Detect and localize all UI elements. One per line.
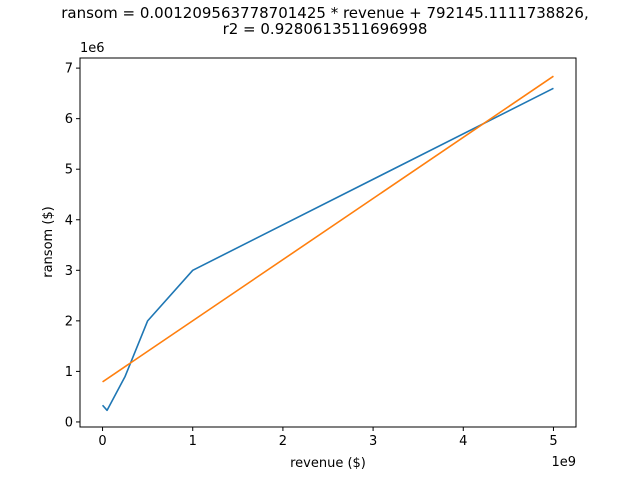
y-tick-label: 5 [65,163,73,178]
y-tick-label: 6 [65,112,73,127]
x-tick-label: 0 [98,434,106,449]
y-tick-label: 2 [65,314,73,329]
y-tick-label: 0 [65,415,73,430]
axes-frame [79,57,577,428]
x-tick-label: 3 [369,434,377,449]
y-tick-label: 4 [65,213,73,228]
chart-title-line-1: ransom = 0.001209563778701425 * revenue … [61,4,588,22]
x-axis-offset-label: 1e9 [551,455,576,470]
y-tick-label: 1 [65,365,73,380]
chart-title-line-2: r2 = 0.9280613511696998 [223,20,428,38]
x-tick-label: 2 [279,434,287,449]
x-axis-ticks: 0 1 2 3 4 5 [98,427,558,449]
plot-area: 0 1 2 3 4 5 0 1 2 3 4 5 6 7 [65,57,577,449]
x-tick-label: 1 [189,434,197,449]
series-layer [101,75,554,412]
y-axis-ticks: 0 1 2 3 4 5 6 7 [65,62,80,430]
x-tick-label: 5 [549,434,557,449]
y-axis-offset-label: 1e6 [80,41,105,56]
x-axis-label: revenue ($) [290,456,366,471]
series-line-1 [101,87,554,412]
y-tick-label: 7 [65,62,73,77]
series-line-2 [102,75,554,383]
y-tick-label: 3 [65,264,73,279]
y-axis-label: ransom ($) [41,206,56,278]
x-tick-label: 4 [459,434,467,449]
